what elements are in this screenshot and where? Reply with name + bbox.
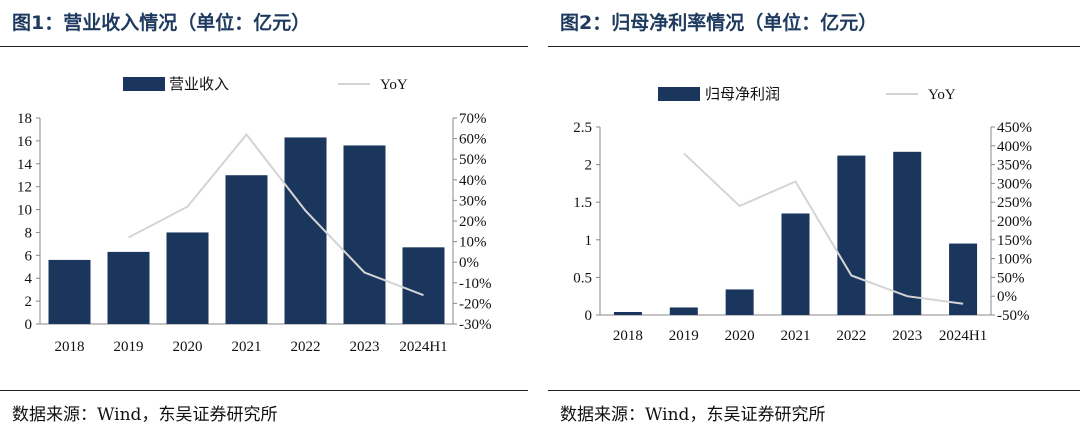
data-source: 数据来源：Wind，东吴证券研究所 — [560, 405, 826, 425]
x-tick-label: 2021 — [232, 339, 262, 355]
right-tick-label: 50% — [997, 270, 1025, 286]
left-tick-label: 6 — [25, 248, 33, 264]
yoy-line — [128, 132, 424, 297]
left-tick-label: 2.5 — [573, 120, 592, 136]
legend-bar-label: 营业收入 — [169, 75, 229, 93]
bar — [48, 259, 91, 324]
x-tick-label: 2021 — [781, 328, 811, 344]
right-tick-label: 10% — [459, 235, 487, 251]
chart-panel-revenue: 图1：营业收入情况（单位：亿元） 0 2 4 6 8 10 12 14 16 18 -30% -20%… — [0, 0, 528, 438]
legend-bar-label: 归母净利润 — [705, 85, 780, 103]
right-tick-label: -30% — [459, 317, 492, 333]
left-tick-label: 0 — [25, 317, 33, 333]
x-tick-label: 2024H1 — [399, 339, 447, 355]
bar — [166, 232, 209, 324]
title-rule — [548, 46, 1080, 47]
source-rule — [0, 390, 528, 391]
right-tick-label: 50% — [459, 152, 487, 168]
bar — [402, 247, 445, 324]
bar — [225, 175, 268, 324]
right-tick-label: -50% — [997, 308, 1030, 324]
bar — [725, 289, 754, 315]
bar — [949, 243, 978, 315]
yoy-line — [683, 152, 964, 305]
x-tick-label: 2019 — [669, 328, 699, 344]
source-rule — [548, 390, 1080, 391]
legend-bar-swatch — [658, 87, 700, 101]
left-tick-label: 2 — [25, 294, 33, 310]
left-tick-label: 12 — [17, 180, 32, 196]
figure-title: 图2：归母净利率情况（单位：亿元） — [560, 12, 878, 34]
net-profit-chart: 0 0.5 1 1.5 2 2.5 -50% 0% 50% 100% 150% 200% 250% 300… — [573, 85, 1032, 344]
legend-line-label: YoY — [380, 77, 408, 93]
bar — [284, 137, 327, 324]
left-tick-label: 0.5 — [573, 270, 592, 286]
right-tick-label: 60% — [459, 132, 487, 148]
x-tick-label: 2019 — [114, 339, 144, 355]
right-tick-label: 350% — [997, 158, 1032, 174]
x-tick-label: 2020 — [173, 339, 203, 355]
right-tick-label: 300% — [997, 176, 1032, 192]
left-tick-label: 1 — [585, 233, 593, 249]
x-tick-label: 2018 — [613, 328, 643, 344]
right-tick-label: -20% — [459, 296, 492, 312]
right-tick-label: 100% — [997, 252, 1032, 268]
right-tick-label: 400% — [997, 139, 1032, 155]
x-tick-label: 2023 — [892, 328, 922, 344]
left-tick-label: 0 — [585, 308, 593, 324]
bar — [837, 155, 866, 315]
left-tick-label: 1.5 — [573, 195, 592, 211]
right-tick-label: 450% — [997, 120, 1032, 136]
x-tick-label: 2020 — [725, 328, 755, 344]
x-tick-label: 2018 — [55, 339, 85, 355]
left-tick-label: 18 — [17, 111, 32, 127]
revenue-chart: 0 2 4 6 8 10 12 14 16 18 -30% -20% -10% 0% 10% 20% 30% 40… — [17, 75, 492, 355]
bar — [613, 311, 642, 315]
right-tick-label: 0% — [459, 255, 479, 271]
right-tick-label: 30% — [459, 193, 487, 209]
left-tick-label: 16 — [17, 134, 33, 150]
x-tick-label: 2022 — [291, 339, 321, 355]
left-tick-label: 2 — [585, 158, 593, 174]
legend-line-label: YoY — [928, 87, 956, 103]
chart-panel-net-profit: 图2：归母净利率情况（单位：亿元） 0 0.5 1 1.5 2 2.5 -50% 0% 50% 1… — [548, 0, 1080, 438]
right-tick-label: 250% — [997, 195, 1032, 211]
x-tick-label: 2023 — [350, 339, 380, 355]
data-source: 数据来源：Wind，东吴证券研究所 — [12, 405, 278, 425]
right-tick-label: 70% — [459, 111, 487, 127]
left-tick-label: 14 — [17, 157, 33, 173]
title-rule — [0, 46, 528, 47]
right-tick-label: 200% — [997, 214, 1032, 230]
x-tick-label: 2022 — [836, 328, 866, 344]
left-tick-label: 10 — [17, 203, 32, 219]
figure-title: 图1：营业收入情况（单位：亿元） — [12, 12, 311, 34]
bar — [669, 307, 698, 315]
right-tick-label: -10% — [459, 276, 492, 292]
right-tick-label: 20% — [459, 214, 487, 230]
right-tick-label: 150% — [997, 233, 1032, 249]
left-tick-label: 8 — [25, 225, 33, 241]
bar — [107, 251, 150, 324]
left-tick-label: 4 — [25, 271, 33, 287]
legend-bar-swatch — [123, 77, 165, 91]
bar — [893, 151, 922, 315]
bar — [781, 213, 810, 315]
right-tick-label: 0% — [997, 289, 1017, 305]
x-tick-label: 2024H1 — [939, 328, 987, 344]
right-tick-label: 40% — [459, 173, 487, 189]
bar — [343, 145, 386, 324]
